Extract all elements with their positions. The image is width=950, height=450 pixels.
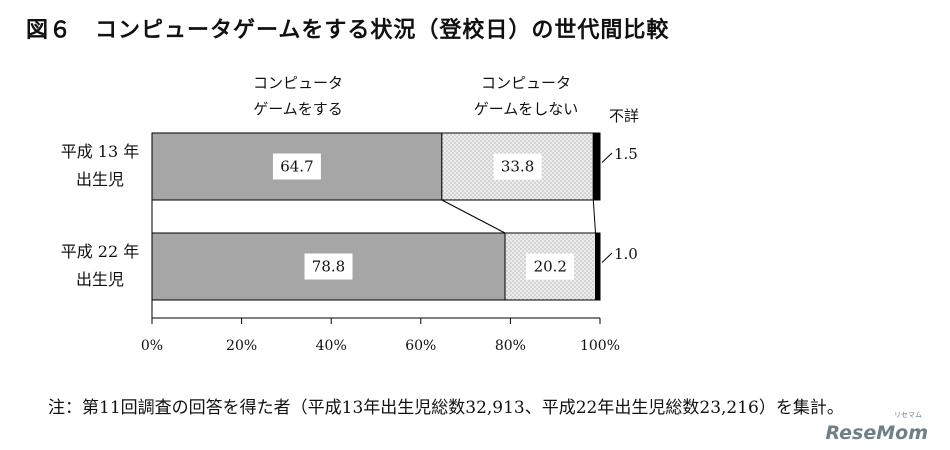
category-label: 平成 13 年 <box>61 142 140 161</box>
value-label-unknown: 1.5 <box>614 145 638 163</box>
value-label-unknown: 1.0 <box>614 245 638 263</box>
category-label: 出生児 <box>76 270 124 289</box>
value-label: 64.7 <box>280 158 313 176</box>
category-label: 平成 22 年 <box>61 242 140 261</box>
value-label: 78.8 <box>312 258 345 276</box>
x-tick-label: 60% <box>405 338 436 354</box>
bar-segment <box>592 132 601 201</box>
x-tick-label: 20% <box>226 338 257 354</box>
connector-line <box>441 199 506 234</box>
chart-title: 図６ コンピュータゲームをする状況（登校日）の世代間比較 <box>26 18 670 43</box>
legend-label: ゲームをする <box>253 100 343 118</box>
connector-line <box>592 199 597 234</box>
category-label: 出生児 <box>76 170 124 189</box>
legend-label: ゲームをしない <box>474 100 579 118</box>
legend-label: コンピュータ <box>481 74 571 92</box>
value-label-box <box>304 253 353 280</box>
value-label: 33.8 <box>501 158 534 176</box>
x-tick-label: 100% <box>580 338 620 354</box>
x-tick-label: 0% <box>141 338 163 354</box>
watermark-sub-logo: リセマム <box>894 411 922 419</box>
bar-segment <box>595 232 601 301</box>
value-label-box <box>272 153 321 180</box>
x-tick-label: 40% <box>316 338 347 354</box>
footnote: 注：第11回調査の回答を得た者（平成13年出生児総数32,913、平成22年出生… <box>48 398 844 418</box>
value-label: 20.2 <box>534 258 567 276</box>
leader-line <box>601 252 613 263</box>
leader-line <box>601 152 613 163</box>
legend-label: コンピュータ <box>253 74 343 92</box>
legend-label: 不詳 <box>609 107 639 125</box>
value-label-box <box>526 253 575 280</box>
x-tick-label: 80% <box>495 338 526 354</box>
value-label-box <box>493 153 542 180</box>
resemom-logo: ReseMom <box>825 422 928 444</box>
